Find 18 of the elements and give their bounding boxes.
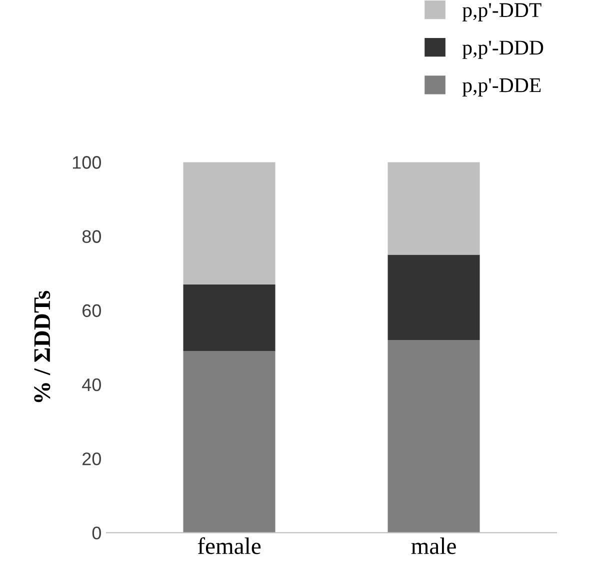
y-tick-label: 60 (82, 304, 101, 318)
bar (388, 340, 480, 533)
x-tick-label: female (198, 537, 261, 554)
x-tick-label: male (411, 538, 456, 554)
bar (388, 254, 480, 340)
legend-label: p,p'-DDE (462, 78, 541, 96)
bar (183, 284, 276, 352)
y-tick-label: 20 (82, 452, 101, 466)
bar (183, 162, 276, 284)
legend-label: p,p'-DDT (462, 3, 542, 22)
y-axis-title: % / ΣDDTs (34, 290, 50, 402)
y-tick-label: 80 (82, 230, 101, 243)
legend-label: p,p'-DDD (462, 40, 544, 59)
bar (388, 162, 480, 255)
bar (183, 351, 276, 533)
y-tick-label: 0 (92, 526, 101, 540)
y-tick-label: 100 (72, 156, 101, 169)
y-tick-label: 40 (82, 378, 101, 392)
